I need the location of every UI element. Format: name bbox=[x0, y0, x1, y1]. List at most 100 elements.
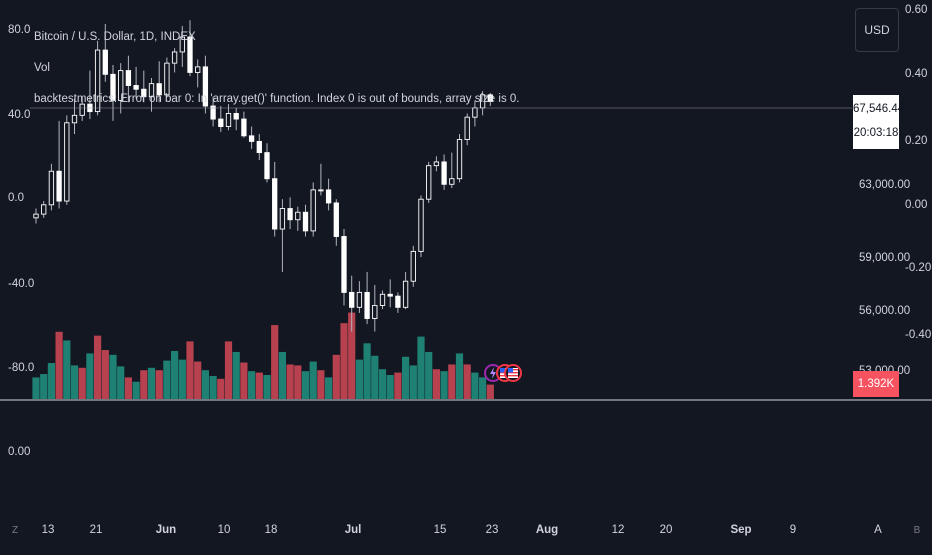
left-axis-tick-label: -40.0 bbox=[8, 278, 34, 290]
candle-body bbox=[241, 118, 247, 137]
volume-bar bbox=[263, 375, 271, 399]
candle-body bbox=[333, 202, 339, 237]
volume-bar bbox=[63, 340, 71, 399]
x-axis-tick-label: A bbox=[874, 524, 882, 536]
indicator-error-message: backtestmetrics: Error on bar 0: In 'arr… bbox=[34, 93, 520, 105]
volume-bar bbox=[209, 375, 217, 399]
current-price-value: 67,546.44 bbox=[853, 103, 905, 115]
x-axis-tick-label: Z bbox=[12, 525, 18, 536]
candle-body bbox=[387, 293, 393, 297]
candle-body bbox=[56, 170, 62, 202]
candle-body bbox=[64, 122, 70, 202]
volume-bar bbox=[101, 350, 109, 399]
candle-body bbox=[210, 105, 216, 120]
candle-body bbox=[156, 83, 162, 96]
current-price-label: 67,546.44 20:03:18 bbox=[853, 95, 905, 149]
candle-body bbox=[487, 94, 493, 102]
candle-body bbox=[33, 213, 39, 219]
volume-bar bbox=[486, 384, 494, 399]
volume-bar bbox=[448, 364, 456, 399]
volume-bar bbox=[394, 372, 402, 399]
candle-body bbox=[449, 178, 455, 185]
candle-body bbox=[71, 114, 78, 124]
candle-body bbox=[164, 62, 170, 96]
volume-bar bbox=[240, 362, 248, 399]
us-flag-icon[interactable] bbox=[504, 364, 522, 382]
candle-body bbox=[318, 189, 324, 192]
candle-body bbox=[218, 118, 224, 127]
candle-body bbox=[118, 70, 124, 101]
candle-body bbox=[125, 70, 132, 86]
right-axis-tick-label: 0.00 bbox=[905, 199, 927, 211]
volume-bar bbox=[402, 356, 410, 399]
volume-bar bbox=[355, 359, 363, 399]
candle-body bbox=[187, 36, 193, 73]
volume-bar bbox=[178, 359, 186, 399]
candle-body bbox=[94, 49, 101, 113]
volume-bar bbox=[271, 325, 279, 399]
volume-bar bbox=[479, 377, 487, 399]
candle-body bbox=[141, 88, 147, 98]
volume-bar bbox=[201, 370, 209, 399]
left-axis-tick-label: 80.0 bbox=[8, 24, 30, 36]
x-axis-tick-label: 12 bbox=[612, 524, 625, 536]
candle-body bbox=[48, 170, 55, 206]
currency-button[interactable]: USD bbox=[855, 8, 899, 52]
price-axis-tick-label: 63,000.00 bbox=[859, 179, 910, 191]
candle-body bbox=[195, 66, 201, 73]
candle-body bbox=[295, 211, 301, 221]
candle-body bbox=[279, 208, 286, 230]
current-volume-value: 1.392K bbox=[857, 378, 895, 390]
candle-body bbox=[233, 113, 239, 120]
volume-bar bbox=[171, 351, 179, 399]
volume-bar bbox=[325, 377, 333, 399]
volume-bar bbox=[132, 381, 140, 399]
x-axis-tick-label: 9 bbox=[790, 524, 796, 536]
left-axis-tick-label: 40.0 bbox=[8, 109, 30, 121]
volume-bar bbox=[455, 353, 464, 399]
candle-body bbox=[102, 49, 108, 75]
volume-bar bbox=[163, 360, 171, 399]
candle-body bbox=[225, 113, 232, 127]
candle-body bbox=[356, 291, 363, 308]
volume-bar bbox=[109, 354, 117, 399]
candle-body bbox=[264, 152, 270, 180]
candle-body bbox=[418, 198, 424, 252]
volume-bar bbox=[40, 374, 48, 399]
x-axis-tick-label: 23 bbox=[486, 524, 499, 536]
volume-bar bbox=[32, 377, 40, 399]
candle-body bbox=[133, 85, 139, 90]
right-axis-tick-label: -0.20 bbox=[905, 262, 931, 274]
candle-body bbox=[395, 295, 401, 308]
volume-bar bbox=[286, 364, 294, 399]
candle-body bbox=[441, 161, 447, 185]
candle-body bbox=[79, 103, 85, 116]
candle-body bbox=[341, 236, 347, 293]
right-axis-tick-label: -0.40 bbox=[905, 329, 931, 341]
chart-legend: Bitcoin / U.S. Dollar, 1D, INDEX Vol bac… bbox=[34, 22, 519, 115]
volume-indicator-label[interactable]: Vol bbox=[34, 62, 50, 74]
x-axis-tick-label: 18 bbox=[265, 524, 278, 536]
volume-bar bbox=[55, 331, 63, 399]
candle-body bbox=[379, 293, 386, 306]
candle-body bbox=[310, 189, 316, 232]
candle-body bbox=[456, 139, 463, 180]
volume-bar bbox=[294, 365, 302, 399]
x-axis-tick-label: 21 bbox=[90, 524, 103, 536]
volume-bar bbox=[278, 351, 286, 399]
symbol-title[interactable]: Bitcoin / U.S. Dollar, 1D, INDEX bbox=[34, 31, 196, 43]
candle-body bbox=[372, 305, 378, 319]
volume-bar bbox=[363, 343, 371, 399]
volume-bar bbox=[309, 361, 317, 399]
volume-bar bbox=[78, 367, 86, 399]
candle-body bbox=[364, 291, 370, 319]
volume-bar bbox=[417, 336, 425, 399]
candle-body bbox=[171, 51, 178, 64]
volume-bar bbox=[140, 370, 148, 399]
x-axis-tick-label: B bbox=[914, 525, 921, 536]
x-axis-tick-label: 13 bbox=[42, 524, 55, 536]
x-axis-tick-label: 10 bbox=[218, 524, 231, 536]
candle-body bbox=[302, 211, 309, 232]
